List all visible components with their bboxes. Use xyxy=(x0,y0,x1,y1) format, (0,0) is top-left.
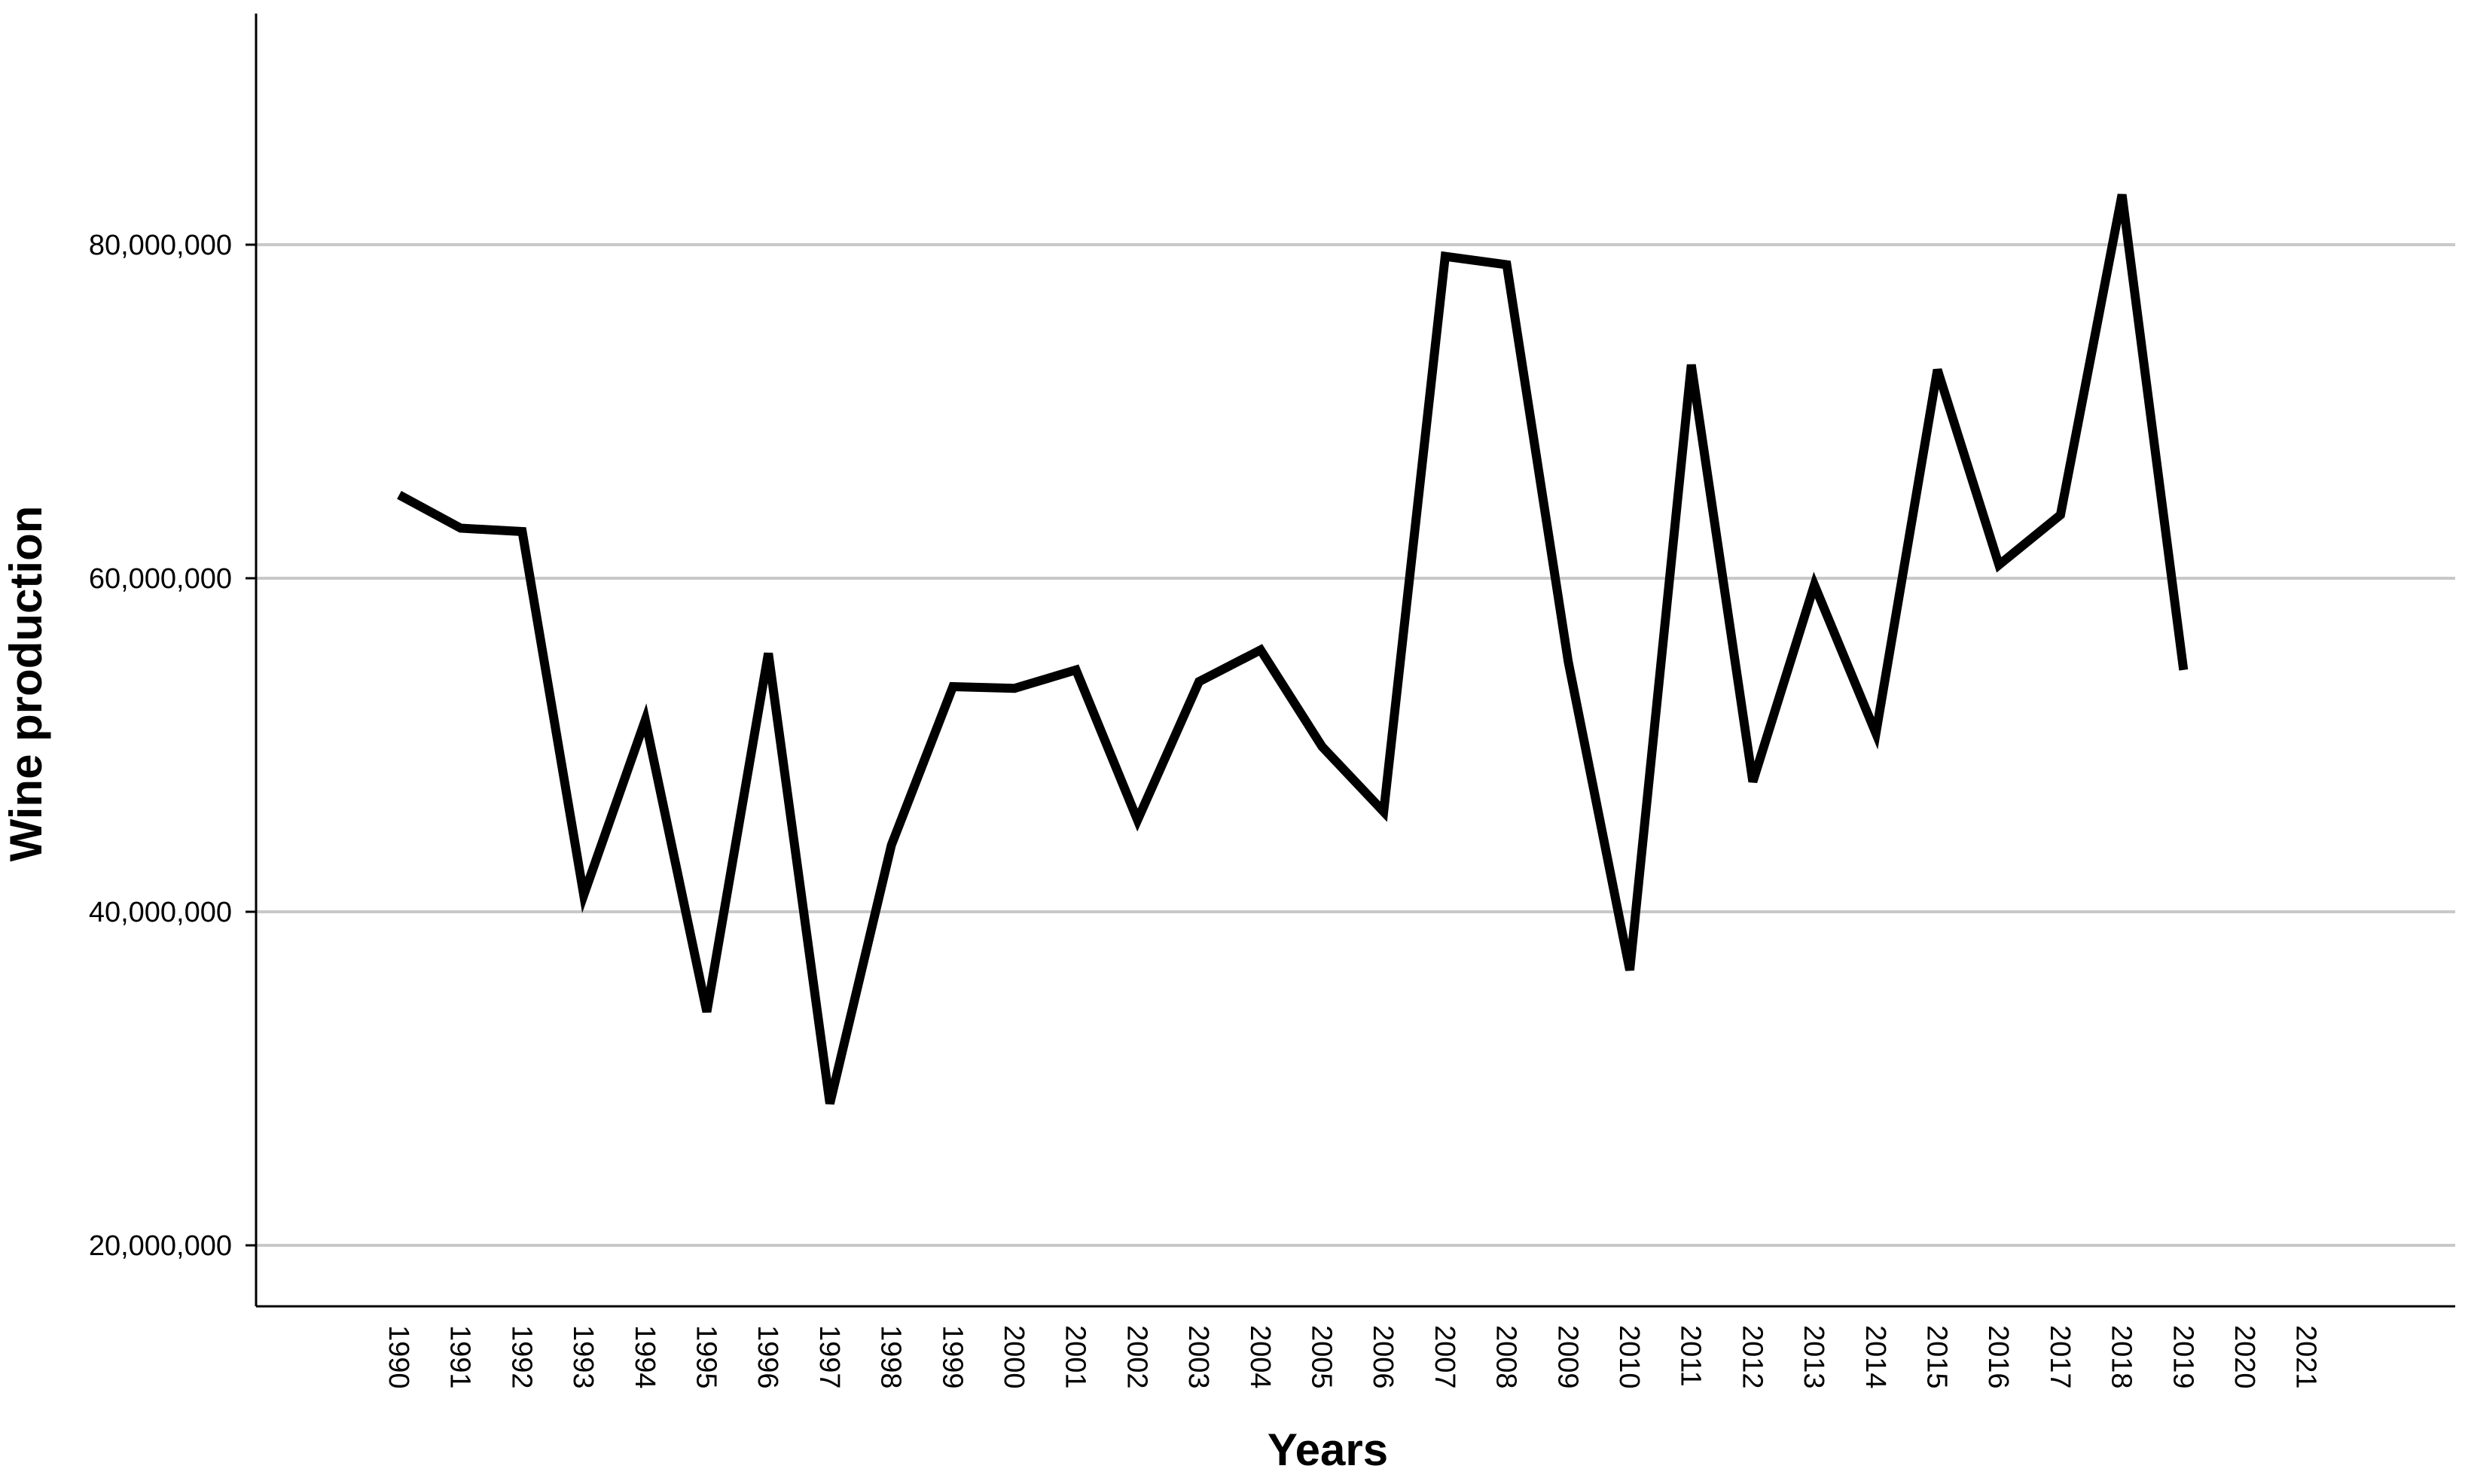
x-tick-label: 1999 xyxy=(936,1325,968,1389)
x-axis-title: Years xyxy=(1268,1425,1388,1475)
x-tick-label: 2020 xyxy=(2229,1325,2260,1389)
x-tick-label: 2013 xyxy=(1798,1325,1829,1389)
x-tick-label: 2000 xyxy=(998,1325,1030,1389)
x-tick-label: 2019 xyxy=(2167,1325,2198,1389)
y-axis-title: Wine production xyxy=(1,506,51,862)
y-tick-label: 20,000,000 xyxy=(89,1230,232,1262)
series-line-wine-production xyxy=(397,193,2189,1105)
axes xyxy=(255,14,2455,1308)
y-tick-label: 60,000,000 xyxy=(89,563,232,595)
x-tick-labels: 1990 1991 1992 1993 1994 1995 1996 1997 1998 1999… xyxy=(383,1325,2322,1389)
x-tick-label: 2005 xyxy=(1306,1325,1338,1389)
x-tick-label: 2002 xyxy=(1121,1325,1152,1389)
y-tick-label: 80,000,000 xyxy=(89,230,232,261)
x-tick-label: 2011 xyxy=(1675,1325,1707,1387)
x-tick-label: 2016 xyxy=(1982,1325,2014,1389)
x-tick-label: 2009 xyxy=(1551,1325,1583,1389)
x-tick-label: 1994 xyxy=(629,1325,660,1389)
x-tick-label: 2004 xyxy=(1244,1325,1276,1389)
x-tick-label: 1998 xyxy=(875,1325,907,1389)
gridlines xyxy=(256,243,2455,1247)
y-tick-labels: 20,000,000 40,000,000 60,000,000 80,000,000 xyxy=(89,230,256,1262)
x-tick-label: 1991 xyxy=(444,1325,476,1389)
x-tick-label: 2006 xyxy=(1367,1325,1399,1389)
x-tick-label: 1993 xyxy=(567,1325,599,1389)
y-tick-label: 40,000,000 xyxy=(89,897,232,928)
x-tick-label: 1990 xyxy=(383,1325,414,1389)
x-tick-label: 2008 xyxy=(1490,1325,1522,1389)
x-tick-label: 2007 xyxy=(1429,1325,1460,1389)
x-tick-label: 2021 xyxy=(2290,1325,2322,1389)
x-tick-label: 2003 xyxy=(1182,1325,1214,1389)
x-tick-label: 2001 xyxy=(1060,1325,1091,1389)
x-tick-label: 1997 xyxy=(813,1325,845,1389)
x-tick-label: 1996 xyxy=(752,1325,783,1389)
x-tick-label: 2014 xyxy=(1859,1325,1891,1389)
x-tick-label: 1992 xyxy=(505,1325,537,1389)
x-tick-label: 2018 xyxy=(2106,1325,2137,1389)
x-tick-label: 2017 xyxy=(2044,1325,2076,1389)
x-tick-label: 2015 xyxy=(1921,1325,1953,1389)
x-tick-label: 2010 xyxy=(1613,1325,1645,1389)
series xyxy=(397,193,2189,1105)
x-tick-label: 1995 xyxy=(691,1325,722,1389)
x-tick-label: 2012 xyxy=(1736,1325,1768,1389)
